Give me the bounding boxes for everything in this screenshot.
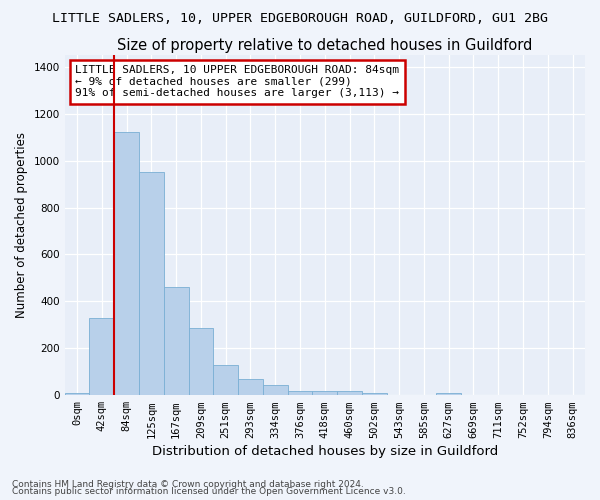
Text: LITTLE SADLERS, 10, UPPER EDGEBOROUGH ROAD, GUILDFORD, GU1 2BG: LITTLE SADLERS, 10, UPPER EDGEBOROUGH RO… (52, 12, 548, 26)
Bar (238, 379, 263, 395)
Bar (313, 390, 337, 395)
Bar (89, 318, 114, 395)
Text: Contains HM Land Registry data © Crown copyright and database right 2024.: Contains HM Land Registry data © Crown c… (12, 480, 364, 489)
Bar (337, 390, 362, 395)
Bar (436, 393, 461, 395)
Title: Size of property relative to detached houses in Guildford: Size of property relative to detached ho… (117, 38, 533, 52)
Bar (188, 328, 214, 395)
Bar (287, 390, 313, 395)
Bar (263, 386, 287, 395)
Bar (114, 132, 139, 395)
Bar (139, 172, 164, 395)
Bar (214, 364, 238, 395)
Text: LITTLE SADLERS, 10 UPPER EDGEBOROUGH ROAD: 84sqm
← 9% of detached houses are sma: LITTLE SADLERS, 10 UPPER EDGEBOROUGH ROA… (75, 66, 399, 98)
Bar (164, 288, 188, 395)
X-axis label: Distribution of detached houses by size in Guildford: Distribution of detached houses by size … (152, 444, 498, 458)
Bar (65, 394, 89, 395)
Bar (362, 393, 387, 395)
Y-axis label: Number of detached properties: Number of detached properties (15, 132, 28, 318)
Text: Contains public sector information licensed under the Open Government Licence v3: Contains public sector information licen… (12, 487, 406, 496)
